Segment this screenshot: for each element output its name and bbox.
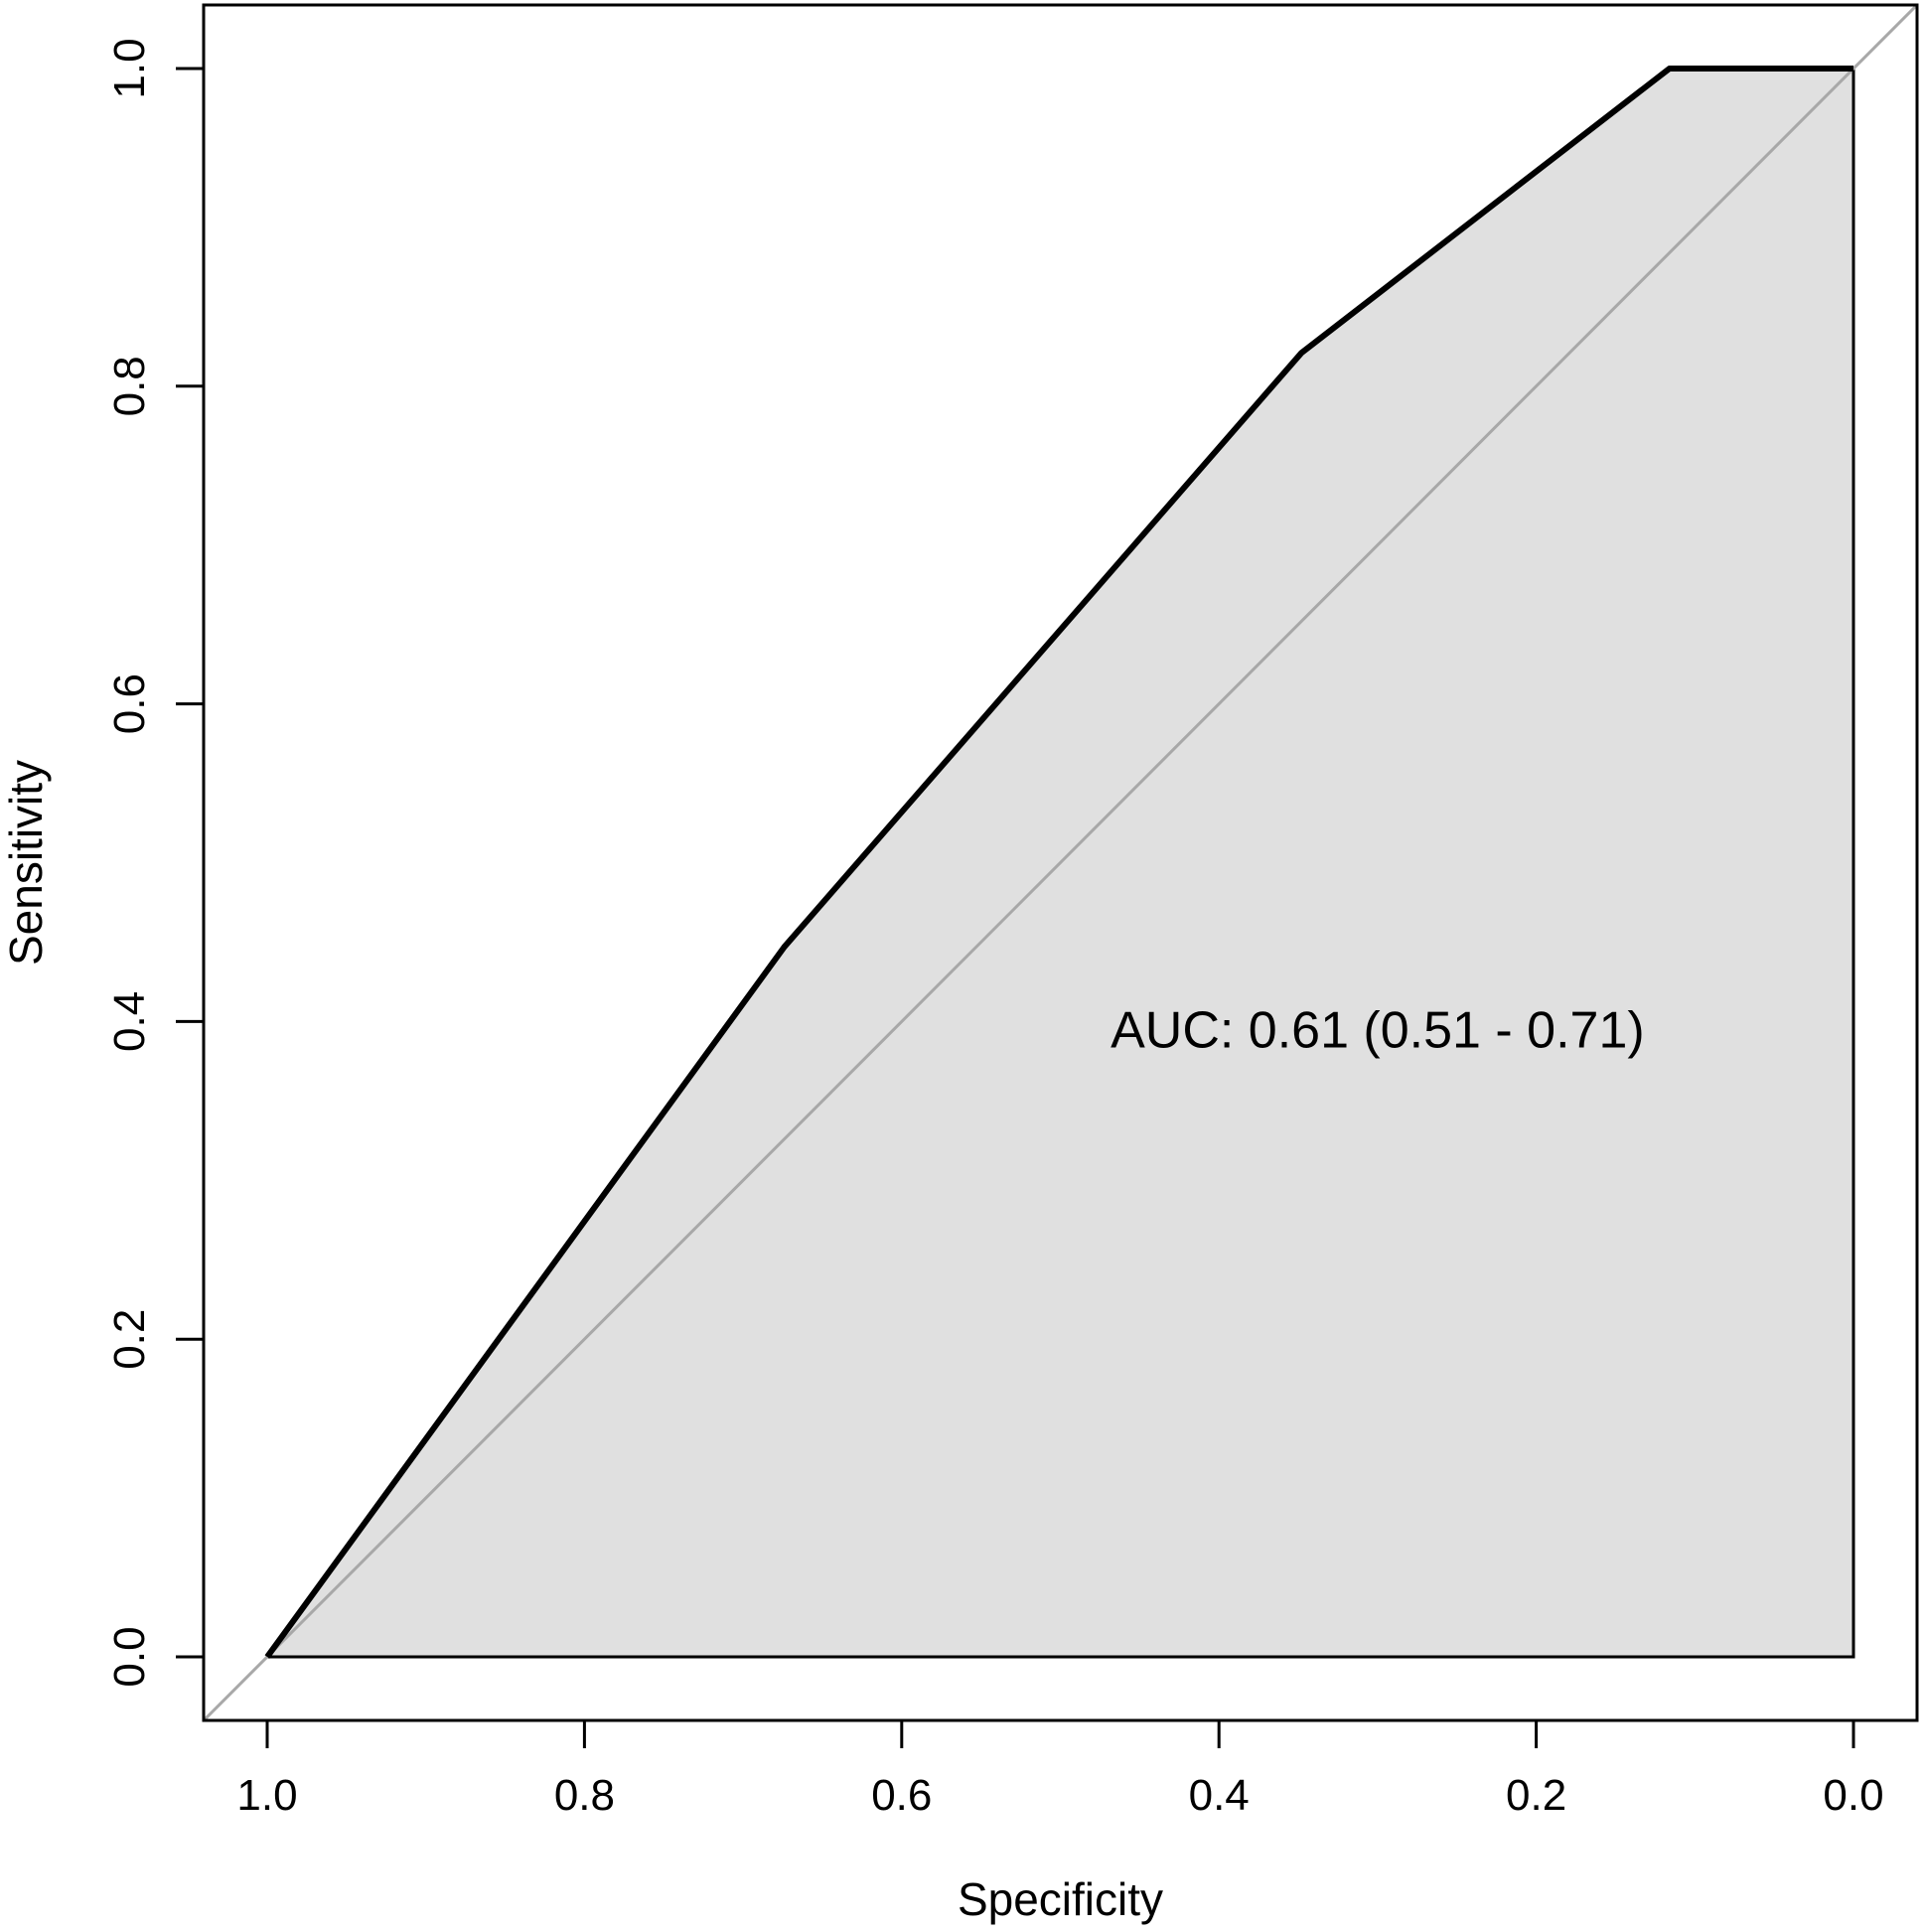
x-tick-label: 1.0 [236, 1771, 297, 1820]
x-tick-label: 0.4 [1189, 1771, 1250, 1820]
y-tick-label: 0.2 [105, 1309, 154, 1370]
reference-line [202, 3, 1919, 1722]
reference-diagonal [202, 3, 1919, 1722]
y-axis-title: Sensitivity [0, 760, 52, 966]
auc-annotation: AUC: 0.61 (0.51 - 0.71) [1111, 1001, 1645, 1059]
y-axis: 0.0 0.2 0.4 0.6 0.8 1.0 [105, 38, 206, 1688]
x-tick-label: 0.0 [1823, 1771, 1883, 1820]
x-axis: 1.0 0.8 0.6 0.4 0.2 0.0 [236, 1718, 1884, 1820]
y-tick-label: 0.8 [105, 356, 154, 416]
x-tick-label: 0.8 [554, 1771, 615, 1820]
x-axis-title: Specificity [958, 1873, 1163, 1925]
x-tick-label: 0.2 [1506, 1771, 1566, 1820]
y-tick-label: 1.0 [105, 38, 154, 98]
x-tick-label: 0.6 [871, 1771, 932, 1820]
y-tick-label: 0.0 [105, 1626, 154, 1687]
y-tick-label: 0.6 [105, 673, 154, 734]
roc-curve-line [264, 66, 1853, 1659]
roc-series [264, 66, 1853, 1659]
y-tick-label: 0.4 [105, 991, 154, 1052]
